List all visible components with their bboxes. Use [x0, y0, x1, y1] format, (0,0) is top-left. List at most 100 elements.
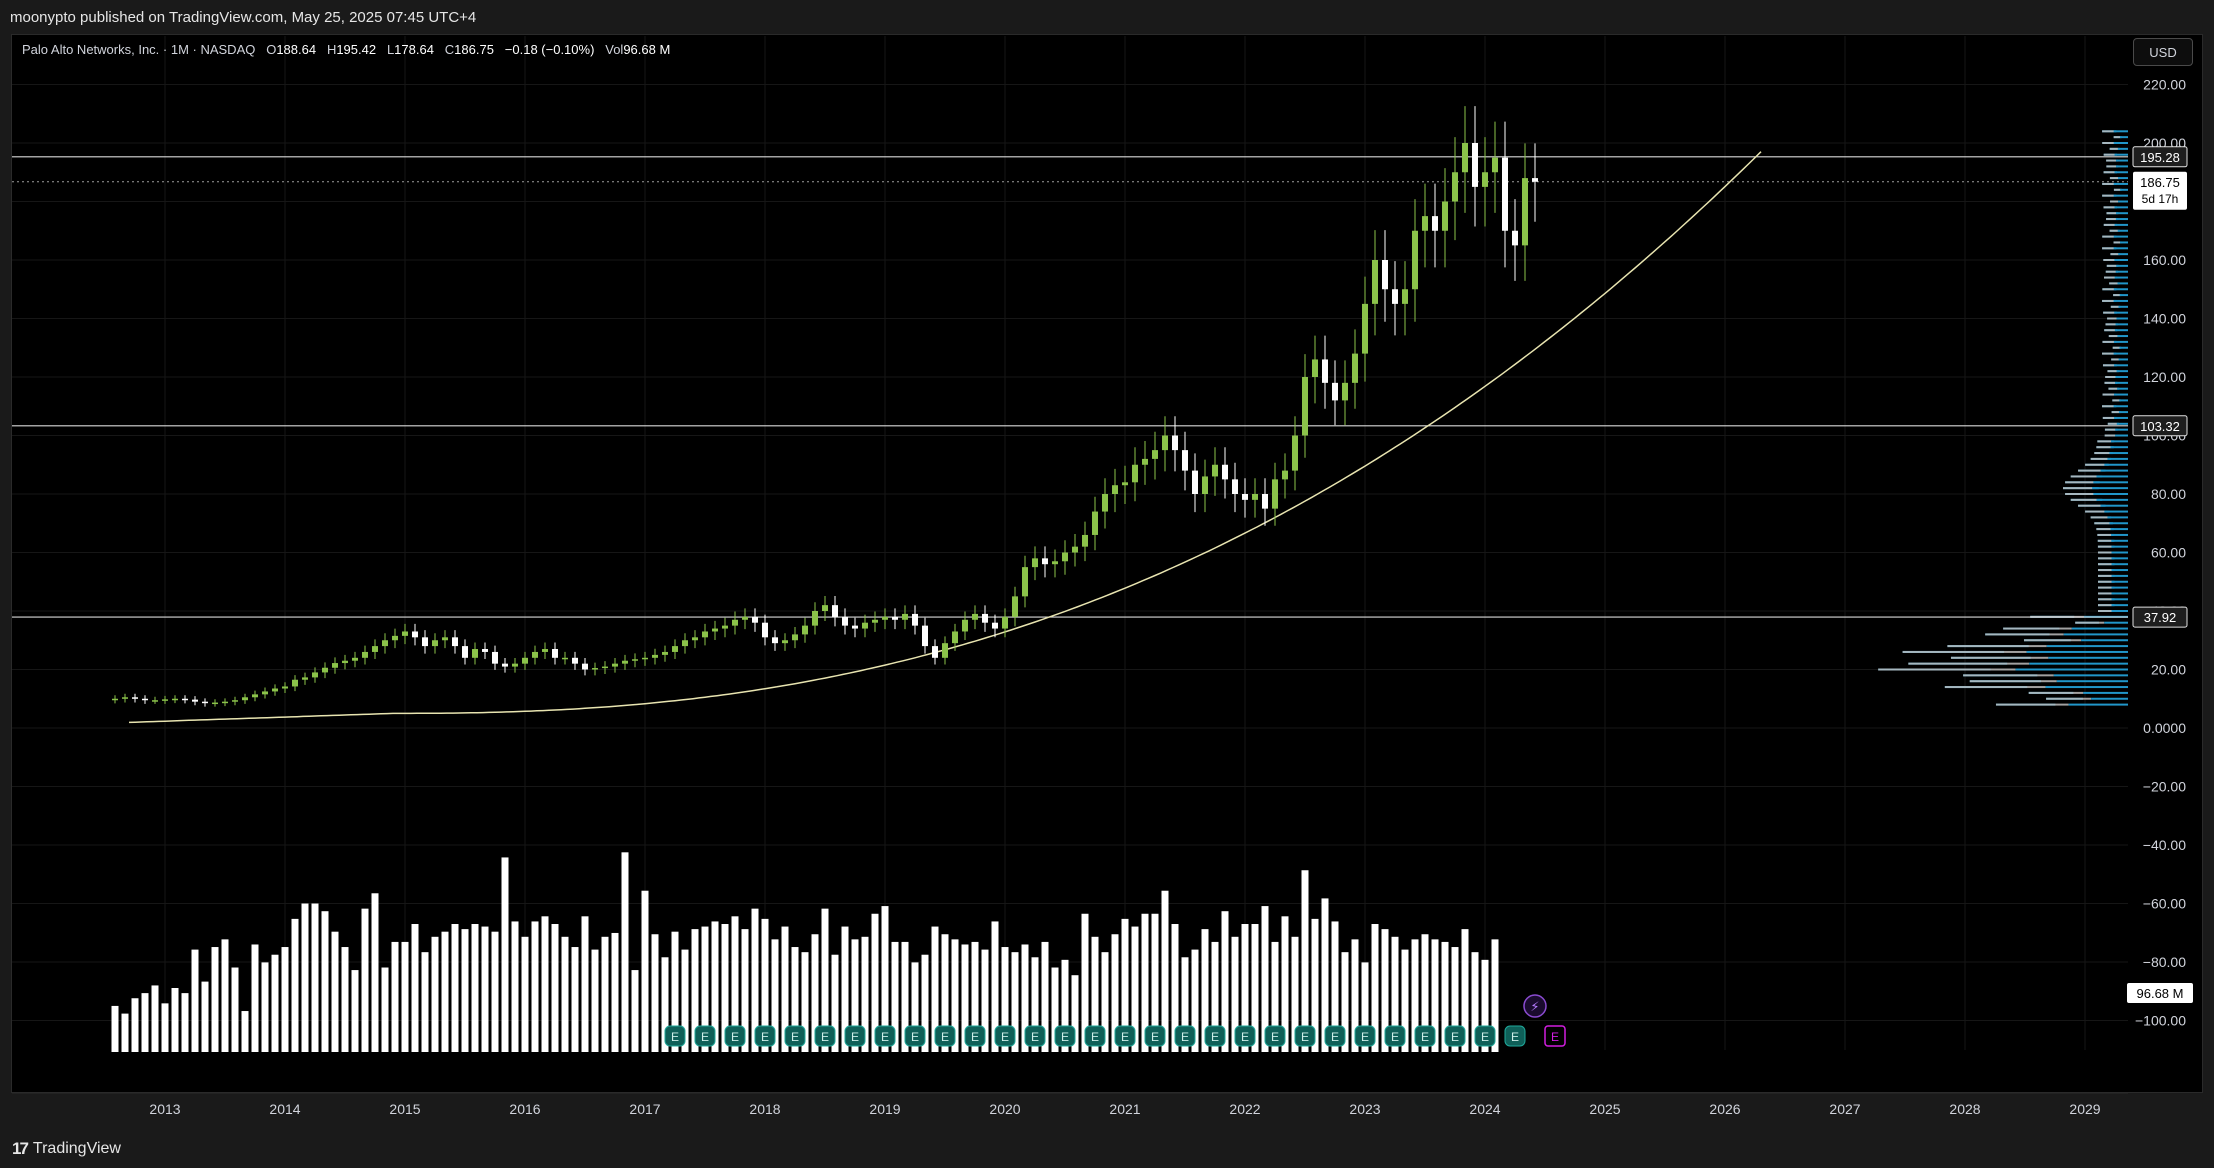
volume-bar: [961, 944, 969, 1052]
volume-bar: [151, 985, 159, 1052]
candle-body: [242, 697, 248, 701]
volume-bar: [1151, 913, 1159, 1052]
volume-profile-bar-blue: [2083, 691, 2128, 694]
volume-profile-bar-blue: [2115, 270, 2128, 273]
volume-profile-bar-gray: [2097, 569, 2112, 572]
low-value: 178.64: [394, 42, 434, 57]
earnings-marker-icon: [1474, 1025, 1496, 1047]
volume-profile-bar-gray: [2102, 235, 2114, 238]
volume-profile-bar-gray: [1969, 680, 2057, 683]
ohlc-legend: Palo Alto Networks, Inc. · 1M · NASDAQ O…: [22, 42, 670, 57]
volume-bar: [211, 947, 219, 1052]
earnings-marker-icon: [904, 1025, 926, 1047]
volume-bar: [181, 993, 189, 1052]
earnings-marker-label: E: [1301, 1030, 1309, 1044]
x-axis: 2013 2014 2015 2016 2017 2018 2019 2020 2021 2022…: [12, 1092, 2128, 1117]
earnings-marker-label: E: [731, 1030, 739, 1044]
volume-bar: [1091, 936, 1099, 1052]
volume-bar: [1391, 936, 1399, 1052]
volume-profile-bar-gray: [2003, 627, 2072, 630]
volume-profile-bar-blue: [2116, 422, 2128, 425]
volume-profile-bar-gray: [2105, 270, 2116, 273]
earnings-marker-icon: [1354, 1025, 1376, 1047]
candle-body: [1322, 359, 1328, 383]
y-tick-label: 0.0000: [2143, 720, 2186, 736]
candle-body: [1132, 464, 1138, 483]
volume-profile-bar-gray: [2106, 165, 2117, 168]
candle-body: [842, 616, 848, 626]
candle-body: [592, 668, 598, 670]
candle-body: [1072, 546, 1078, 553]
candle-body: [752, 616, 758, 623]
earnings-marker-icon: [754, 1025, 776, 1047]
volume-bar: [1411, 939, 1419, 1052]
volume-profile-bar-blue: [2053, 674, 2128, 677]
earnings-marker-label: E: [1331, 1030, 1339, 1044]
volume-profile-bar-gray: [2097, 539, 2112, 542]
currency-button[interactable]: USD: [2133, 38, 2193, 66]
candle-body: [362, 651, 368, 658]
candle-body: [682, 640, 688, 647]
volume-bar: [1401, 949, 1409, 1052]
volume-bar: [121, 1013, 129, 1052]
volume-profile-bar-gray: [2102, 182, 2114, 185]
volume-bar: [1171, 924, 1179, 1052]
volume-profile-bar-blue: [2114, 171, 2128, 174]
volume-bar: [801, 952, 809, 1052]
volume-profile-bar-gray: [2096, 446, 2111, 449]
candle-body: [912, 613, 918, 626]
volume-profile-bar-blue: [2111, 610, 2128, 612]
volume-profile-bar-blue: [2104, 510, 2128, 513]
volume-profile-bar-blue: [2113, 288, 2128, 291]
y-tick-label: −80.00: [2143, 954, 2186, 970]
candle-body: [112, 698, 118, 701]
volume-bar: [891, 941, 899, 1052]
candle-body: [1492, 157, 1498, 173]
volume-profile-bar-blue: [2081, 639, 2128, 642]
volume-bar: [231, 967, 239, 1052]
volume-profile-bar-gray: [2098, 574, 2112, 577]
volume-bar: [371, 893, 379, 1052]
volume-bar: [631, 970, 639, 1052]
volume-bar: [481, 926, 489, 1052]
volume-profile-bar-gray: [2065, 481, 2094, 484]
price-level-tag-label: 37.92: [2144, 610, 2177, 625]
volume-profile-bar-gray: [2111, 411, 2119, 414]
volume-profile-bar-blue: [2113, 194, 2128, 197]
volume-profile-bar-blue: [2118, 358, 2128, 361]
earnings-marker-icon: [1384, 1025, 1406, 1047]
volume-bar: [561, 936, 569, 1052]
x-tick-label: 2023: [1349, 1101, 1380, 1117]
candle-body: [552, 649, 558, 658]
grid-lines: [12, 36, 2128, 1050]
x-tick-label: 2018: [749, 1101, 780, 1117]
earnings-marker-icon: [664, 1025, 686, 1047]
candle-body: [622, 660, 628, 664]
candle-body: [1312, 359, 1318, 377]
candle-body: [1222, 464, 1228, 480]
x-tick-label: 2022: [1229, 1101, 1260, 1117]
volume-bar: [591, 949, 599, 1052]
volume-bar: [411, 924, 419, 1052]
volume-bars: [111, 852, 1499, 1052]
volume-bar: [301, 903, 309, 1052]
candle-body: [1102, 494, 1108, 512]
volume-profile-bar-blue: [2118, 411, 2128, 414]
candle-body: [812, 611, 818, 626]
volume-bar: [1361, 962, 1369, 1052]
x-tick-label: 2027: [1829, 1101, 1860, 1117]
volume-bar: [311, 903, 319, 1052]
candle-body: [462, 646, 468, 658]
candle-body: [612, 663, 618, 667]
volume-bar: [851, 939, 859, 1052]
candle-body: [822, 605, 828, 611]
candle-body: [1432, 216, 1438, 231]
earnings-marker-label: E: [1001, 1030, 1009, 1044]
volume-profile-bar-gray: [2106, 264, 2117, 267]
volume-profile-bar-gray: [1995, 703, 2069, 706]
volume-profile-bar-gray: [2075, 621, 2105, 624]
candle-body: [272, 688, 278, 692]
price-level-tag: [2132, 146, 2188, 168]
candle-body: [802, 625, 808, 635]
